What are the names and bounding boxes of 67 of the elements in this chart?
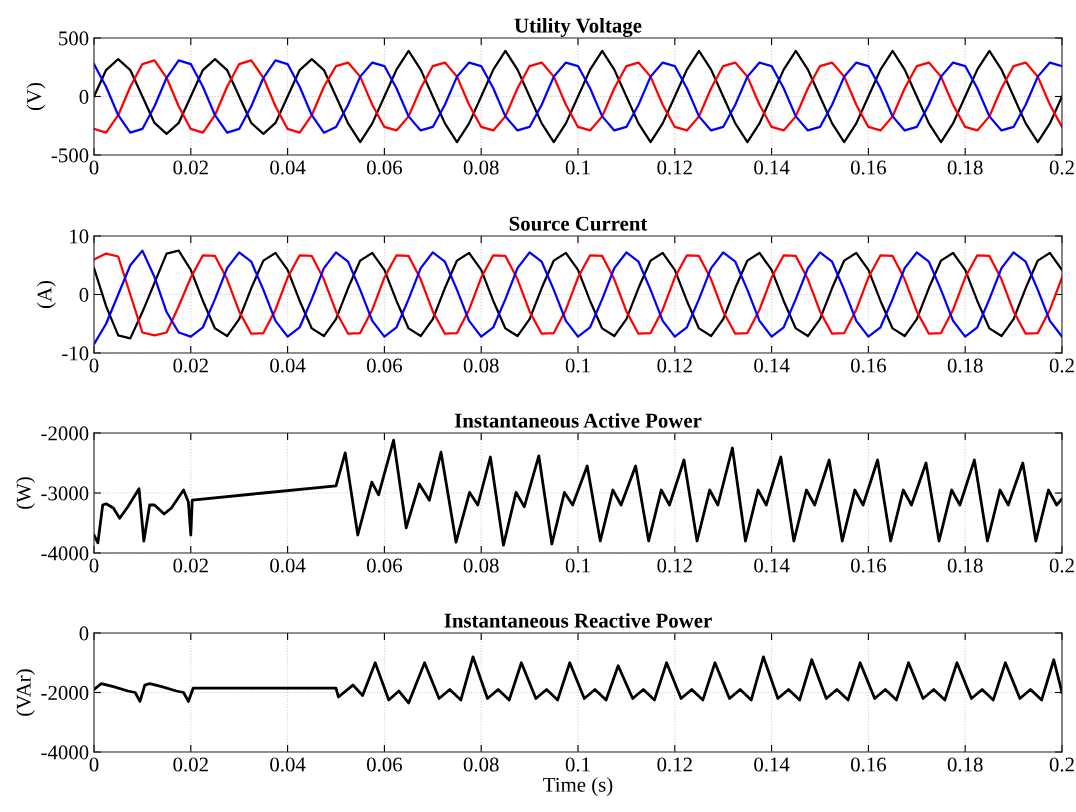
x-tick-label: 0.1 [565,160,590,175]
x-tick-label: 0.12 [657,358,692,373]
x-tick-label: 0.1 [565,358,590,373]
y-tick-label: 500 [59,31,89,46]
x-tick-label: 0.04 [270,558,306,573]
x-tick-label: 0.02 [173,757,208,772]
y-tick-label: -4000 [41,745,89,760]
x-tick-label: 0.16 [850,160,887,175]
y-tick-label: -3000 [41,486,89,501]
x-tick-label: 0.16 [850,358,887,373]
x-tick-label: 0 [89,358,99,373]
x-tick-label: 0.04 [270,757,306,772]
x-tick-label: 0.08 [463,358,499,373]
x-tick-label: 0.14 [754,160,790,175]
x-tick-label: 0.18 [947,358,983,373]
x-tick-label: 0.08 [463,757,499,772]
line-series [94,438,1062,547]
x-axis-title: Time (s) [543,777,613,797]
x-tick-label: 0.18 [947,160,983,175]
y-tick-label: 0 [79,287,89,302]
chart-title: Instantaneous Active Power [454,412,702,428]
x-tick-label: 0 [89,160,99,175]
x-tick-label: 0.02 [173,160,208,175]
x-tick-label: 0.12 [657,160,692,175]
x-tick-label: 0.18 [947,558,983,573]
x-tick-label: 0.06 [366,757,403,772]
y-tick-label: -2000 [41,426,89,441]
x-tick-label: 0 [89,757,99,772]
x-tick-label: 0.16 [850,558,887,573]
y-tick-label: -10 [62,346,89,361]
x-tick-label: 0.14 [754,757,790,772]
line-series [94,59,1062,134]
x-tick-label: 0.04 [270,358,306,373]
x-tick-label: 0.1 [565,757,590,772]
x-tick-label: 0.08 [463,558,499,573]
x-tick-label: 0.14 [754,358,790,373]
y-tick-label: -2000 [41,685,89,700]
y-tick-label: 0 [79,89,89,104]
x-tick-label: 0.12 [657,558,692,573]
x-tick-label: 0.02 [173,558,208,573]
y-axis-title: (V) [26,82,46,111]
x-tick-label: 0.2 [1049,757,1074,772]
x-tick-label: 0.14 [754,558,790,573]
x-tick-label: 0.2 [1049,160,1074,175]
x-tick-label: 0.12 [657,757,692,772]
y-tick-label: 10 [70,229,89,244]
y-tick-label: 0 [79,626,89,641]
y-axis-title: (A) [36,280,56,309]
x-tick-label: 0.18 [947,757,983,772]
x-tick-label: 0.08 [463,160,499,175]
x-tick-label: 0.04 [270,160,306,175]
x-tick-label: 0.06 [366,358,403,373]
y-tick-label: -4000 [41,546,89,561]
chart-title: Utility Voltage [514,17,642,38]
y-axis-title: (W) [16,477,35,509]
y-axis-title: (VAr) [16,669,35,716]
y-tick-label: -500 [51,148,89,163]
x-tick-label: 0.02 [173,358,208,373]
x-tick-label: 0.2 [1049,358,1074,373]
x-tick-label: 0.2 [1049,558,1074,573]
x-tick-label: 0.06 [366,558,403,573]
chart-title: Source Current [509,216,648,231]
x-tick-label: 0 [89,558,99,573]
x-tick-label: 0.16 [850,757,887,772]
chart-title: Instantaneous Reactive Power [444,612,712,628]
x-tick-label: 0.1 [565,558,590,573]
x-tick-label: 0.06 [366,160,403,175]
